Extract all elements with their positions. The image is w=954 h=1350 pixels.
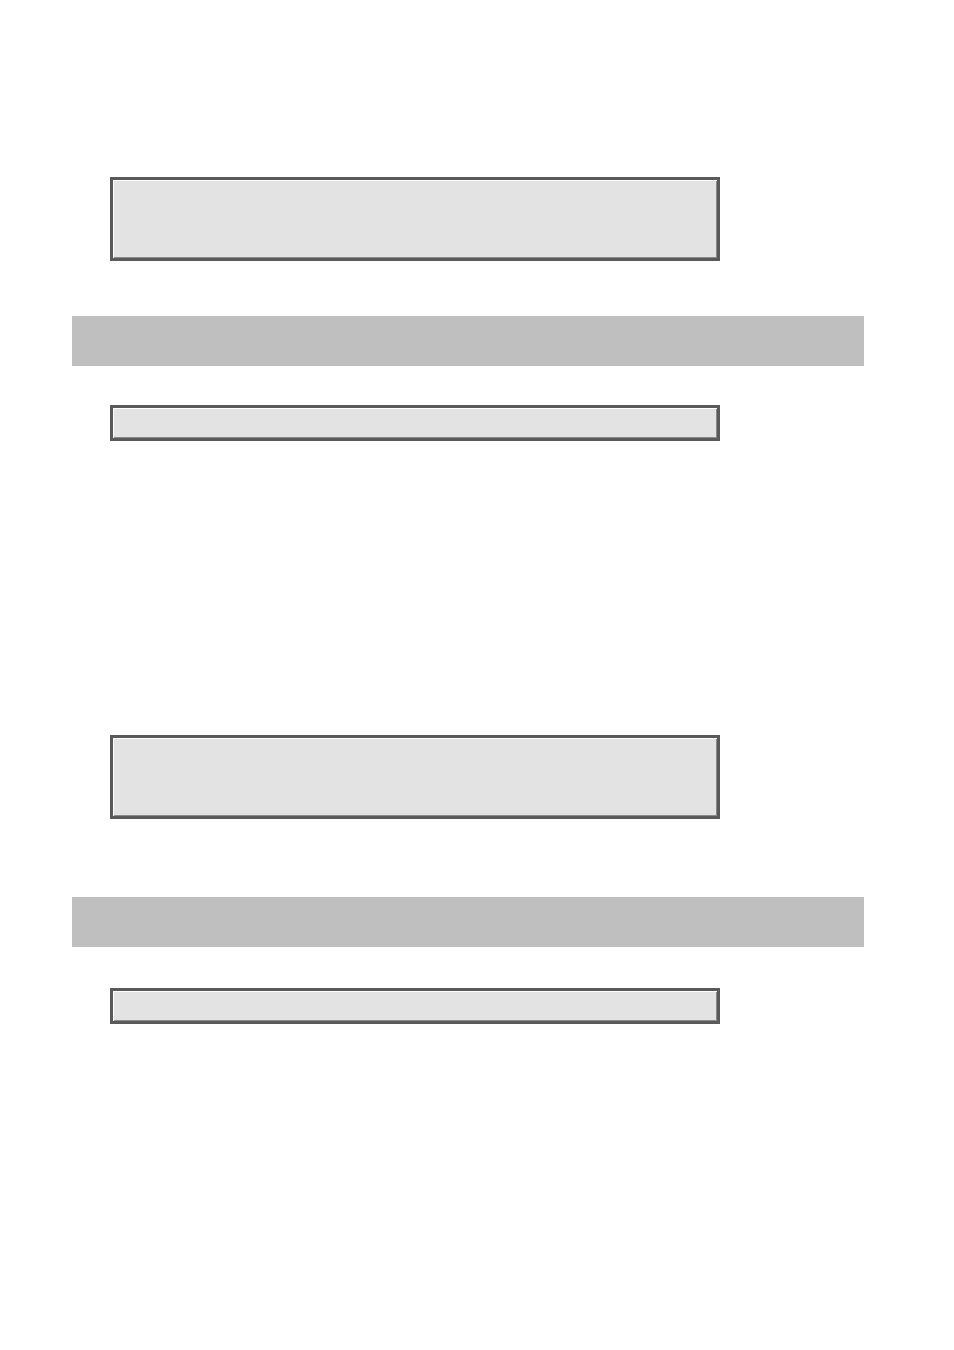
band-2 xyxy=(72,897,864,947)
band-1 xyxy=(72,316,864,366)
framed-box-1 xyxy=(110,177,720,261)
framed-box-4 xyxy=(110,988,720,1024)
framed-box-3 xyxy=(110,735,720,819)
page-canvas xyxy=(0,0,954,1350)
framed-box-2 xyxy=(110,405,720,441)
